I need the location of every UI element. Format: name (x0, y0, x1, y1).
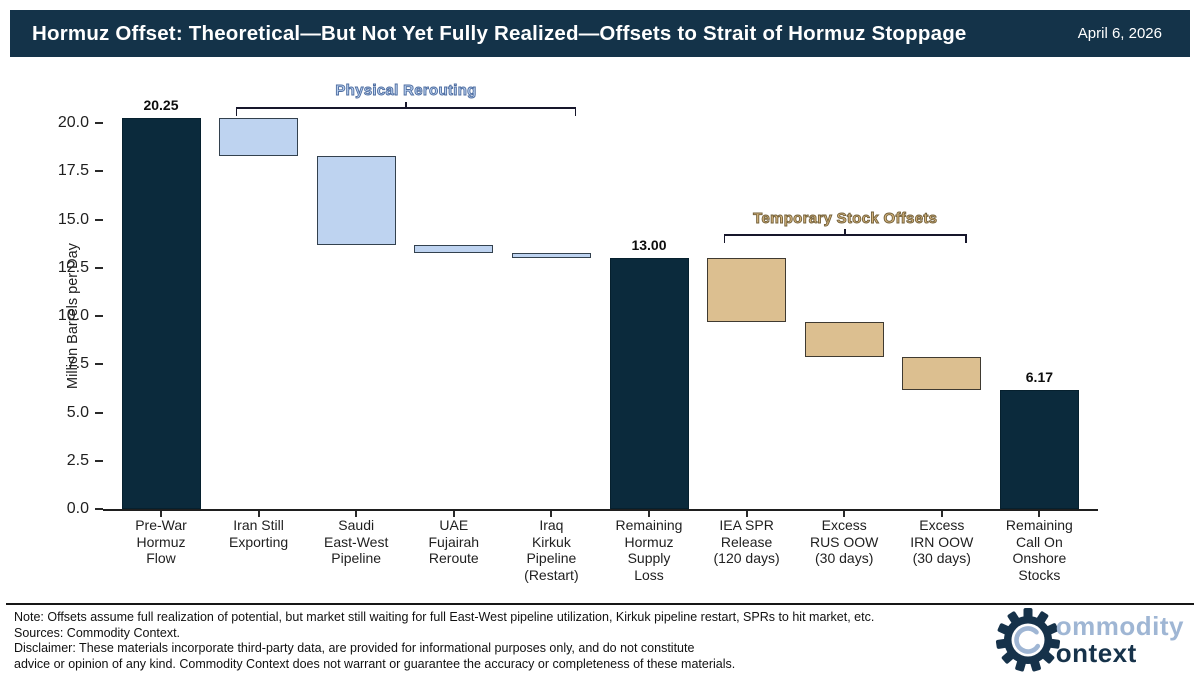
x-axis-tick (452, 511, 455, 517)
chart-title: Hormuz Offset: Theoretical—But Not Yet F… (32, 21, 967, 45)
y-axis-tick (95, 315, 103, 317)
bracket-mid-tick-physical-rerouting (405, 102, 407, 107)
x-axis-tick (648, 511, 650, 517)
bar-excess-irn-oow-30-days (902, 357, 982, 390)
value-label-remaining-call-on-onshore-stocks: 6.17 (1025, 368, 1054, 385)
bracket-mid-tick-temporary-stock-offsets (844, 229, 847, 234)
bar-saudi-east-west-pipeline (316, 155, 396, 245)
y-tick-label: 0.0 (66, 500, 89, 517)
header-bar: Hormuz Offset: Theoretical—But Not Yet F… (10, 10, 1190, 57)
y-axis-tick (95, 411, 103, 414)
x-axis-line (103, 509, 1098, 511)
bracket-end-right-physical-rerouting (574, 107, 577, 116)
y-axis-tick (95, 218, 103, 221)
bar-uae-fujairah-reroute (414, 244, 494, 254)
value-label-remaining-hormuz-supply-loss: 13.00 (631, 237, 667, 254)
footer-notes: Note: Offsets assume full realization of… (14, 610, 994, 672)
y-axis-tick (95, 459, 103, 462)
logo-word-commodity: ommodity (1055, 611, 1184, 641)
y-tick-label: 5.0 (66, 403, 89, 421)
y-tick-label: 15.0 (57, 210, 89, 228)
value-label-pre-war-hormuz-flow: 20.25 (143, 97, 179, 114)
x-label-uae-fujairah-reroute: UAE Fujairah Reroute (428, 517, 480, 566)
x-label-saudi-east-west-pipeline: Saudi East-West Pipeline (324, 517, 389, 566)
x-label-remaining-hormuz-supply-loss: Remaining Hormuz Supply Loss (615, 517, 683, 583)
bracket-label-physical-rerouting: Physical Rerouting (335, 82, 477, 100)
y-axis-tick (95, 508, 103, 510)
y-tick-label: 20.0 (57, 114, 89, 131)
note-line: Note: Offsets assume full realization of… (14, 610, 875, 624)
chart-date: April 6, 2026 (1077, 25, 1162, 42)
y-tick-label: 2.5 (66, 451, 89, 469)
y-tick-label: 12.5 (57, 258, 89, 276)
x-axis-tick (355, 511, 358, 517)
logo-word-context: ontext (1055, 638, 1137, 668)
x-axis-tick (257, 511, 260, 517)
y-axis-tick (95, 363, 103, 366)
sources-line: Sources: Commodity Context. (14, 625, 181, 640)
y-tick-label: 10.0 (57, 307, 89, 324)
x-label-iran-still-exporting: Iran Still Exporting (229, 517, 289, 550)
bracket-line-temporary-stock-offsets (723, 234, 967, 236)
y-axis-tick (95, 266, 103, 269)
x-label-excess-rus-oow-30-days: Excess RUS OOW (30 days) (809, 517, 879, 566)
bracket-end-left-temporary-stock-offsets (723, 234, 726, 243)
bar-excess-rus-oow-30-days (804, 321, 884, 358)
y-axis-tick (95, 122, 103, 124)
y-axis-title: Million Barrels per Day (65, 243, 81, 389)
x-axis-tick (745, 511, 748, 517)
x-axis-tick (940, 511, 943, 517)
bracket-end-right-temporary-stock-offsets (965, 234, 967, 243)
gear-c-icon (995, 608, 1060, 672)
x-axis-tick (160, 511, 162, 517)
disclaimer-line-1: Disclaimer: These materials incorporate … (14, 641, 695, 655)
bracket-line-physical-rerouting (235, 107, 577, 109)
x-axis-tick (1038, 511, 1041, 517)
bar-remaining-hormuz-supply-loss (609, 258, 689, 509)
y-tick-label: 17.5 (57, 162, 89, 180)
bar-iran-still-exporting (219, 118, 299, 156)
bar-pre-war-hormuz-flow (121, 118, 201, 509)
x-label-remaining-call-on-onshore-stocks: Remaining Call On Onshore Stocks (1005, 517, 1073, 583)
y-axis-tick (95, 170, 103, 173)
x-label-excess-irn-oow-30-days: Excess IRN OOW (30 days) (910, 517, 974, 566)
y-tick-label: 7.5 (66, 355, 89, 373)
x-axis-tick (843, 511, 846, 517)
bracket-label-temporary-stock-offsets: Temporary Stock Offsets (753, 210, 938, 228)
bar-remaining-call-on-onshore-stocks (999, 389, 1079, 509)
bar-iea-spr-release-120-days (707, 258, 787, 322)
x-label-iraq-kirkuk-pipeline-restart: Iraq Kirkuk Pipeline (Restart) (524, 517, 579, 583)
footer-divider (6, 603, 1194, 605)
bar-iraq-kirkuk-pipeline-restart (511, 253, 591, 259)
disclaimer-line-2: advice or opinion of any kind. Commodity… (14, 656, 736, 671)
bracket-end-left-physical-rerouting (235, 107, 238, 116)
x-label-iea-spr-release-120-days: IEA SPR Release (120 days) (713, 517, 780, 566)
x-axis-tick (550, 511, 553, 517)
commodity-context-logo: ommodity ontext (994, 606, 1184, 674)
x-label-pre-war-hormuz-flow: Pre-War Hormuz Flow (135, 517, 187, 566)
